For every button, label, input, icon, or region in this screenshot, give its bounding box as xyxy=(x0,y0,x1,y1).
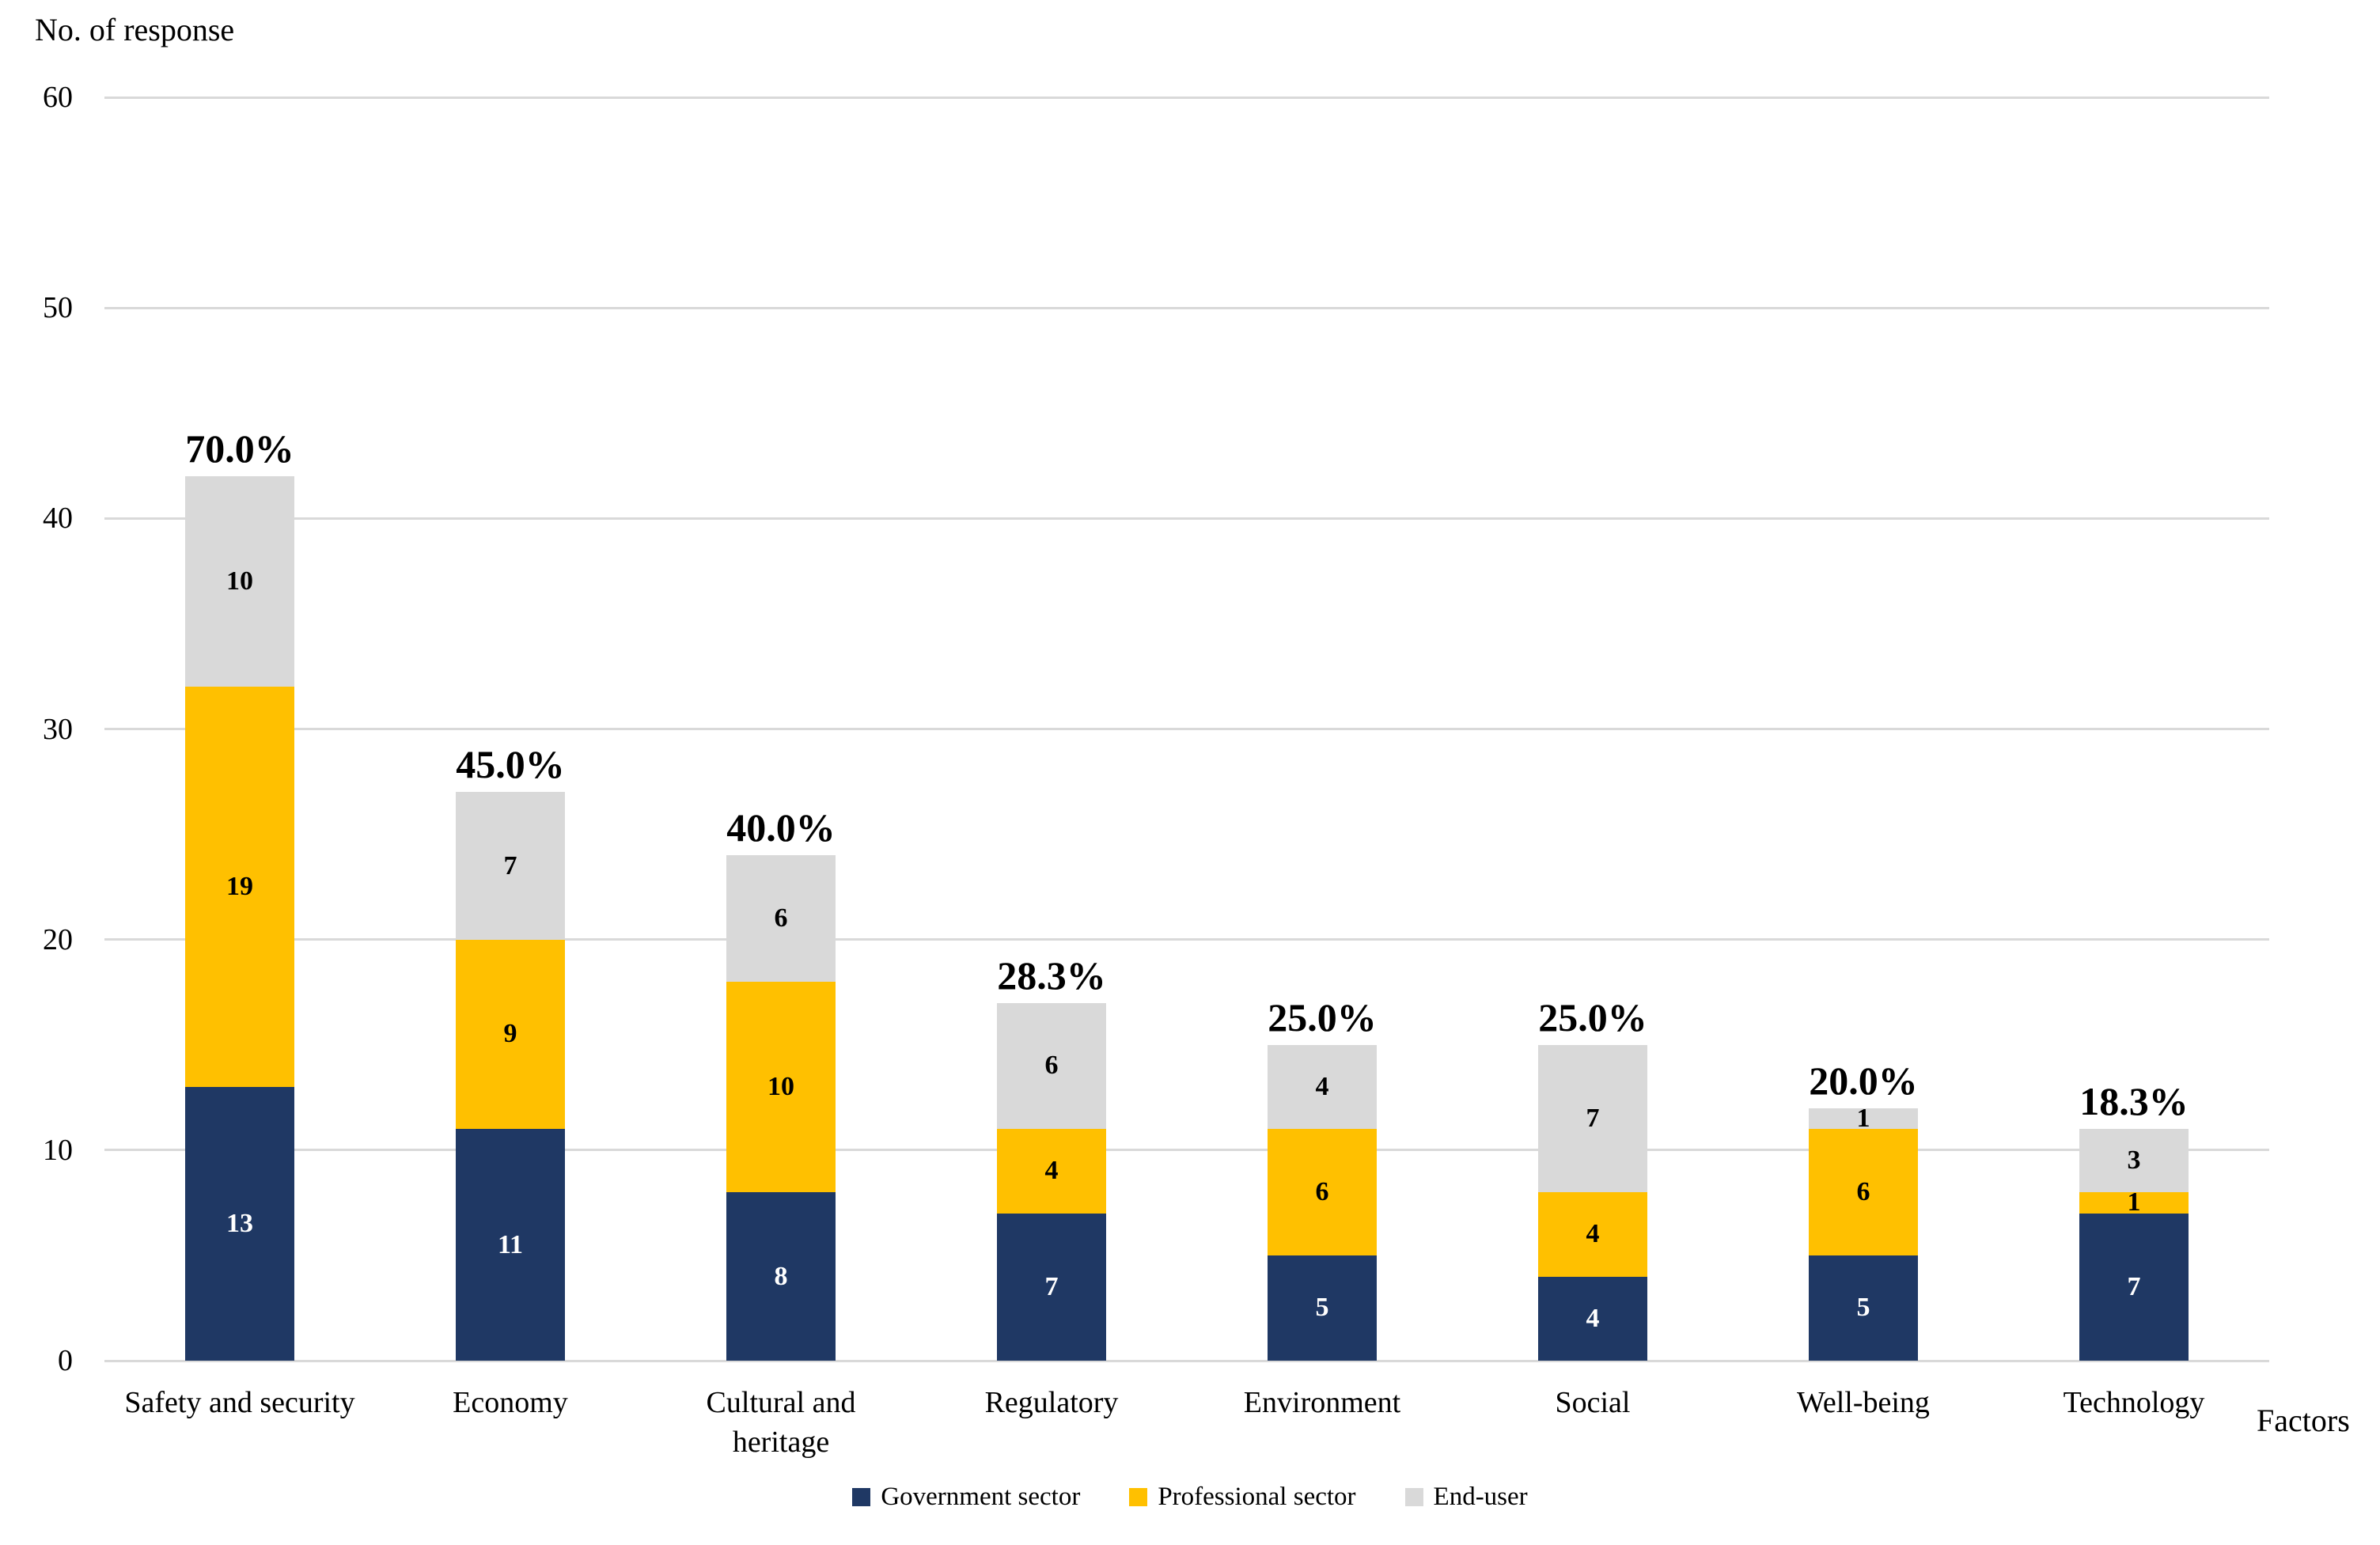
bar-segment: 8 xyxy=(726,1192,836,1361)
legend-label: Government sector xyxy=(881,1483,1081,1511)
percent-total-label: 70.0% xyxy=(185,426,294,471)
legend: Government sector Professional sector End-… xyxy=(0,1483,2380,1512)
bar-segment: 4 xyxy=(1538,1276,1647,1361)
segment-value-label: 6 xyxy=(1044,1051,1059,1081)
bar-segment: 6 xyxy=(1268,1129,1377,1255)
gridline xyxy=(104,306,2269,309)
bar-segment: 6 xyxy=(726,855,836,982)
legend-swatch-icon xyxy=(852,1488,871,1506)
gridline xyxy=(104,517,2269,520)
bar-segment: 7 xyxy=(997,1213,1106,1361)
segment-value-label: 4 xyxy=(1044,1156,1059,1186)
percent-total-label: 45.0% xyxy=(456,742,565,787)
category-label: Cultural and heritage xyxy=(706,1386,856,1460)
category-label: Well-being xyxy=(1797,1386,1930,1419)
percent-total-label: 40.0% xyxy=(726,805,836,850)
segment-value-label: 4 xyxy=(1586,1219,1600,1249)
legend-item: Professional sector xyxy=(1129,1483,1356,1512)
legend-swatch-icon xyxy=(1404,1488,1423,1506)
segment-value-label: 7 xyxy=(1044,1271,1059,1301)
segment-value-label: 8 xyxy=(774,1261,788,1291)
category-label: Social xyxy=(1555,1386,1631,1419)
legend-label: Professional sector xyxy=(1158,1483,1356,1511)
legend-label: End-user xyxy=(1433,1483,1528,1511)
segment-value-label: 4 xyxy=(1586,1303,1600,1333)
segment-value-label: 4 xyxy=(1315,1071,1329,1101)
gridline xyxy=(104,728,2269,730)
y-tick-label: 30 xyxy=(43,712,73,746)
segment-value-label: 3 xyxy=(2127,1145,2141,1176)
bar-segment: 11 xyxy=(456,1129,565,1361)
segment-value-label: 10 xyxy=(767,1071,794,1101)
segment-value-label: 5 xyxy=(1315,1293,1329,1323)
segment-value-label: 7 xyxy=(1586,1103,1600,1133)
category-label: Technology xyxy=(2063,1386,2205,1419)
segment-value-label: 7 xyxy=(2127,1271,2141,1301)
gridline xyxy=(104,1359,2269,1362)
percent-total-label: 28.3% xyxy=(997,952,1106,998)
segment-value-label: 11 xyxy=(497,1229,524,1259)
legend-item: End-user xyxy=(1404,1483,1528,1512)
category-label: Safety and security xyxy=(124,1386,355,1419)
bar-segment: 7 xyxy=(1538,1044,1647,1193)
category-label: Economy xyxy=(453,1386,568,1419)
y-tick-label: 10 xyxy=(43,1133,73,1167)
bar-segment: 13 xyxy=(185,1086,294,1361)
percent-total-label: 18.3% xyxy=(2079,1079,2189,1124)
bar-segment: 19 xyxy=(185,687,294,1087)
y-axis-title: No. of response xyxy=(35,12,235,47)
bar-segment: 4 xyxy=(997,1129,1106,1214)
bar-segment: 10 xyxy=(185,476,294,687)
segment-value-label: 13 xyxy=(226,1208,253,1238)
bar-segment: 5 xyxy=(1809,1255,1918,1361)
bar-segment: 1 xyxy=(1809,1103,1918,1133)
bar-segment: 6 xyxy=(1809,1129,1918,1255)
segment-value-label: 6 xyxy=(1856,1177,1870,1207)
category-label: Regulatory xyxy=(984,1386,1119,1419)
bar-segment: 6 xyxy=(997,1002,1106,1130)
percent-total-label: 20.0% xyxy=(1809,1058,1918,1103)
segment-value-label: 6 xyxy=(1315,1177,1329,1207)
segment-value-label: 6 xyxy=(774,903,788,933)
bar-segment: 4 xyxy=(1538,1192,1647,1277)
percent-total-label: 25.0% xyxy=(1268,994,1377,1039)
bar-segment: 10 xyxy=(726,981,836,1193)
bar-segment: 1 xyxy=(2079,1187,2189,1217)
segment-value-label: 1 xyxy=(2127,1187,2141,1217)
bar-segment: 9 xyxy=(456,939,565,1130)
bar-segment: 7 xyxy=(2079,1213,2189,1361)
bar-segment: 7 xyxy=(456,792,565,940)
segment-value-label: 1 xyxy=(1856,1103,1870,1133)
y-tick-label: 40 xyxy=(43,502,73,536)
segment-value-label: 19 xyxy=(226,872,253,902)
gridline xyxy=(104,1149,2269,1152)
legend-swatch-icon xyxy=(1129,1488,1148,1506)
y-tick-label: 50 xyxy=(43,291,73,325)
segment-value-label: 10 xyxy=(226,566,253,596)
legend-item: Government sector xyxy=(852,1483,1080,1512)
segment-value-label: 7 xyxy=(503,850,517,880)
bar-segment: 3 xyxy=(2079,1129,2189,1193)
y-tick-label: 60 xyxy=(43,81,73,114)
gridline xyxy=(104,938,2269,941)
bar-segment: 5 xyxy=(1268,1255,1377,1361)
bar-segment: 4 xyxy=(1268,1044,1377,1130)
gridline xyxy=(104,96,2269,99)
category-label: Environment xyxy=(1243,1386,1401,1419)
segment-value-label: 5 xyxy=(1856,1293,1870,1323)
x-axis-title: Factors xyxy=(2257,1403,2350,1438)
segment-value-label: 9 xyxy=(503,1019,517,1049)
percent-total-label: 25.0% xyxy=(1538,994,1647,1039)
y-tick-label: 0 xyxy=(58,1344,73,1377)
y-tick-label: 20 xyxy=(43,922,73,956)
